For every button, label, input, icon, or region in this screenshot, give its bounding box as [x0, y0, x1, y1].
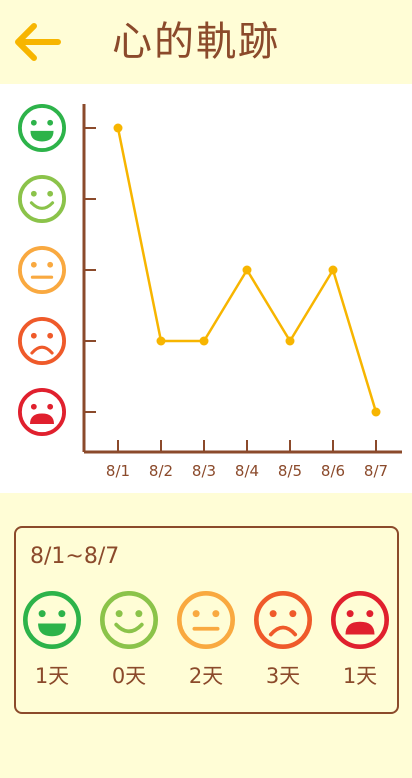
back-button[interactable]	[10, 20, 62, 64]
x-tick-label: 8/1	[106, 462, 130, 480]
mood-count-very-happy: 1天	[20, 590, 84, 690]
mood-chart-panel: 8/1 8/2 8/3 8/4 8/5 8/6 8/7	[0, 84, 412, 493]
data-point[interactable]	[285, 336, 295, 346]
data-point[interactable]	[242, 265, 252, 275]
mood-count-neutral: 2天	[174, 590, 238, 690]
grin-face-icon	[18, 104, 66, 152]
mood-count-label: 2天	[188, 664, 224, 688]
cry-face-icon	[330, 590, 390, 650]
data-point[interactable]	[371, 407, 381, 417]
data-point[interactable]	[328, 265, 338, 275]
summary-card: 8/1~8/7 1天 0天 2天 3天 1天	[14, 526, 399, 714]
frown-face-icon	[18, 316, 66, 365]
x-tick-label: 8/5	[278, 462, 302, 480]
mood-count-label: 0天	[111, 664, 147, 688]
data-point[interactable]	[113, 123, 123, 133]
x-tick-label: 8/6	[321, 462, 345, 480]
neutral-face-icon	[18, 245, 66, 294]
arrow-left-icon	[15, 23, 61, 61]
app-header: 心的軌跡	[0, 0, 412, 84]
mood-line-chart: 8/1 8/2 8/3 8/4 8/5 8/6 8/7	[18, 104, 402, 480]
cry-face-icon	[18, 388, 66, 437]
mood-count-happy: 0天	[97, 590, 161, 690]
grin-face-icon	[22, 590, 82, 650]
mood-count-label: 3天	[265, 664, 301, 688]
mood-count-sad: 3天	[251, 590, 315, 690]
frown-face-icon	[253, 590, 313, 650]
mood-count-label: 1天	[342, 664, 378, 688]
x-tick-label: 8/7	[364, 462, 388, 480]
mood-count-label: 1天	[34, 664, 70, 688]
data-point[interactable]	[199, 336, 209, 346]
neutral-face-icon	[176, 590, 236, 650]
x-tick-label: 8/2	[149, 462, 173, 480]
date-range: 8/1~8/7	[30, 544, 120, 569]
x-tick-label: 8/3	[192, 462, 216, 480]
mood-count-very-sad: 1天	[328, 590, 392, 690]
smile-face-icon	[99, 590, 159, 650]
x-tick-label: 8/4	[235, 462, 259, 480]
page-title: 心的軌跡	[112, 19, 280, 65]
data-point[interactable]	[156, 336, 166, 346]
smile-face-icon	[18, 174, 66, 223]
